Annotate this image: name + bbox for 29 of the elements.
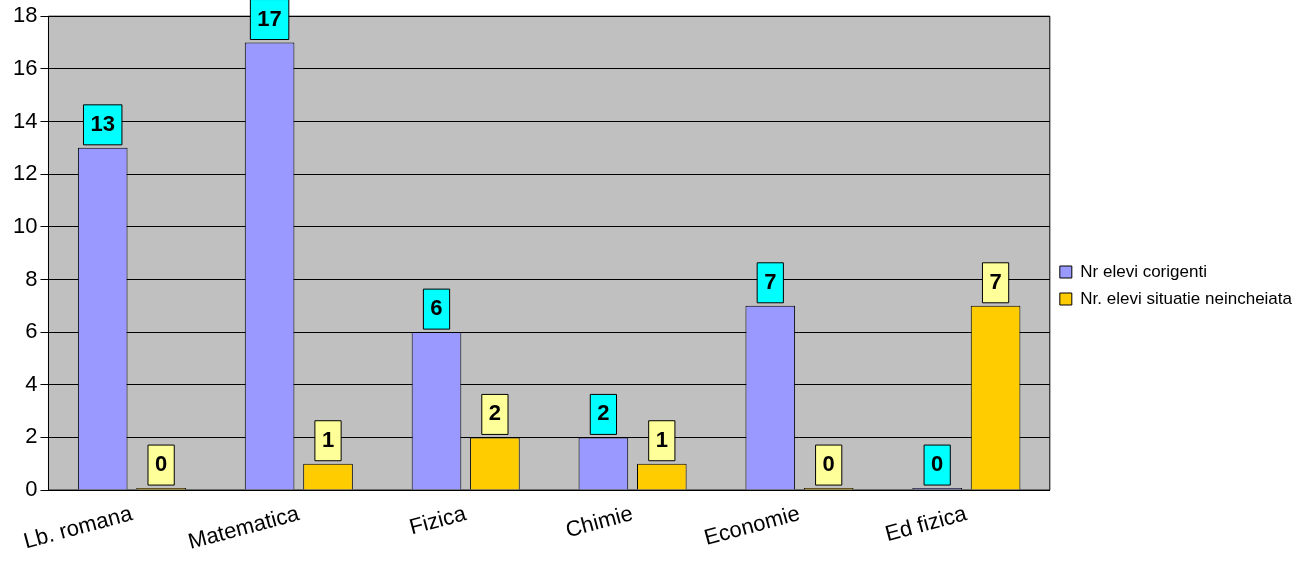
y-tick-label: 14 <box>12 107 38 133</box>
x-tick-label: Fizica <box>406 500 470 540</box>
y-tick-label: 0 <box>25 476 38 502</box>
data-label: 0 <box>155 451 168 477</box>
legend-label: Nr. elevi situatie neincheiata <box>1080 288 1293 308</box>
y-tick-label: 18 <box>12 2 38 28</box>
data-label: 2 <box>597 400 610 426</box>
x-tick-label: Chimie <box>562 500 636 543</box>
x-tick-label: Economie <box>701 500 803 550</box>
data-label: 17 <box>257 5 282 31</box>
data-label: 6 <box>430 295 443 321</box>
data-label: 2 <box>488 400 502 426</box>
y-tick-label: 8 <box>25 265 38 291</box>
data-label: 7 <box>764 268 777 294</box>
y-tick-label: 4 <box>25 370 38 396</box>
data-label: 1 <box>321 426 335 452</box>
x-tick-label: Lb. romana <box>20 500 136 554</box>
data-label: 13 <box>90 110 115 136</box>
data-label: 1 <box>655 426 668 452</box>
legend-label: Nr elevi corigenti <box>1080 261 1207 281</box>
x-tick-label: Ed fizica <box>882 500 970 547</box>
y-tick-label: 16 <box>12 54 38 80</box>
data-label: 7 <box>989 268 1002 294</box>
data-label: 0 <box>822 451 835 477</box>
y-tick-label: 10 <box>12 212 38 238</box>
y-tick-label: 6 <box>25 318 38 344</box>
data-label: 0 <box>931 451 944 477</box>
y-tick-label: 2 <box>25 423 38 449</box>
y-tick-label: 12 <box>12 160 38 186</box>
